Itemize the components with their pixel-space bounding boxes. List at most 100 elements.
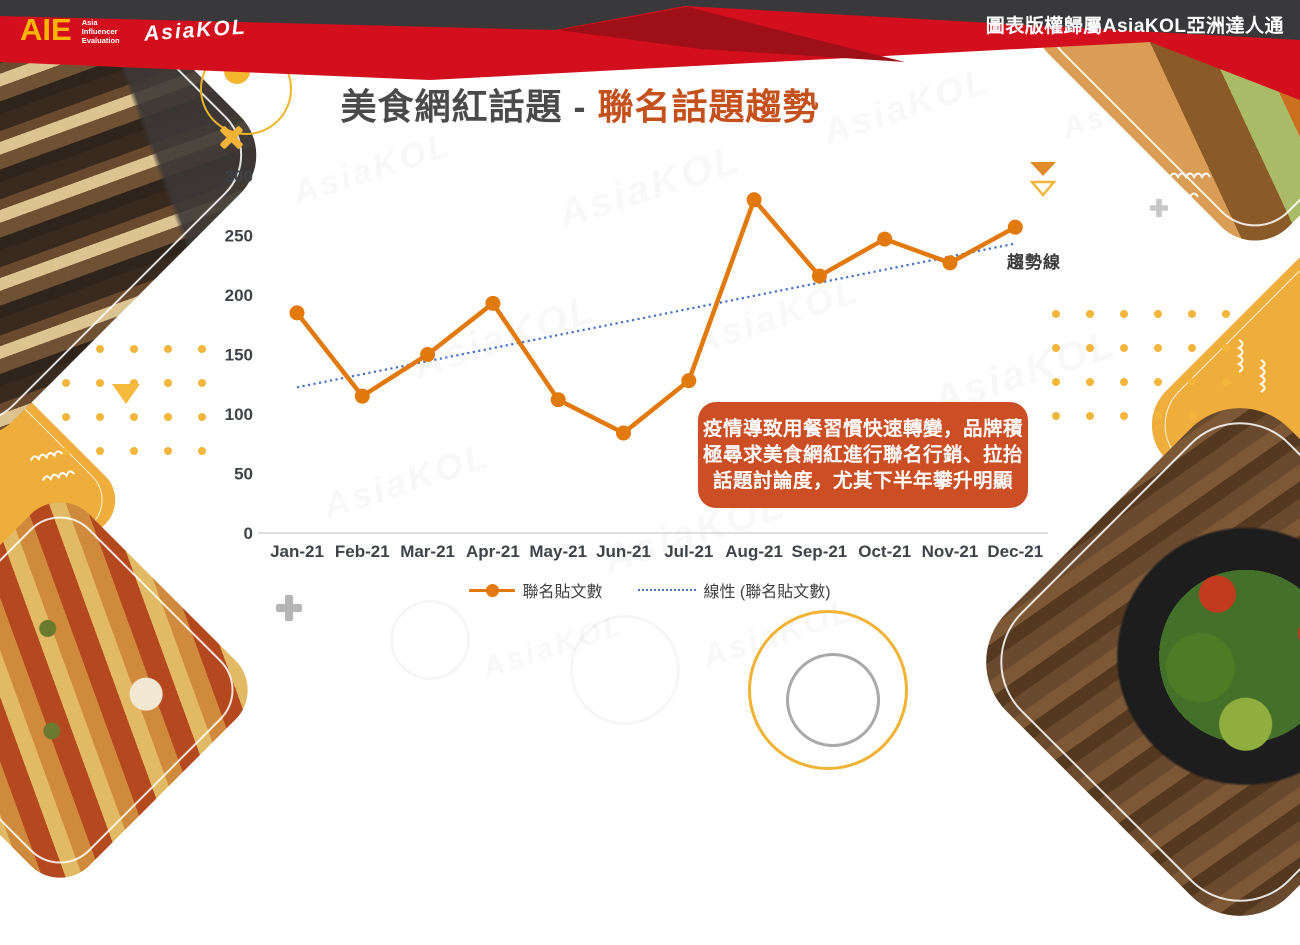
asiakol-watermark: AsiaKOL (687, 269, 865, 362)
yellow-dot (1222, 378, 1230, 386)
x-icon (218, 124, 245, 151)
yellow-dot (164, 345, 172, 353)
yellow-dot (1188, 378, 1196, 386)
zigzag-icon (1157, 192, 1199, 200)
yellow-dot (1188, 412, 1196, 420)
x-tick-label: Apr-21 (466, 542, 520, 561)
x-tick-label: Jan-21 (270, 542, 324, 561)
x-tick-label: Nov-21 (922, 542, 979, 561)
yellow-dot (62, 447, 70, 455)
asiakol-watermark: AsiaKOL (407, 286, 602, 388)
annotation-line: 話題討論度，尤其下半年攀升明顯 (712, 470, 1013, 492)
x-tick-label: May-21 (529, 542, 587, 561)
legend-item-series: 聯名貼文數 (469, 578, 602, 602)
yellow-dot (96, 379, 104, 387)
legend-label: 線性 (聯名貼文數) (703, 584, 831, 601)
zigzag-icon (1169, 172, 1211, 180)
yellow-dot (1120, 378, 1128, 386)
yellow-dot (198, 379, 206, 387)
yellow-dot (1188, 310, 1196, 318)
zigzag-icon (30, 450, 64, 462)
yellow-dot (1052, 310, 1060, 318)
trendline-label: 趨勢線 (1007, 253, 1061, 272)
annotation-line: 極尋求美食網紅進行聯名行銷、拉抬 (702, 444, 1023, 466)
plus-icon (276, 595, 302, 621)
x-tick-label: Feb-21 (335, 542, 390, 561)
y-tick-label: 0 (244, 524, 253, 543)
zigzag-icon (42, 470, 76, 482)
legend-label: 聯名貼文數 (522, 584, 603, 601)
asiakol-watermark: AsiaKOL (552, 136, 747, 238)
yellow-dot (96, 447, 104, 455)
photo-outline (0, 499, 251, 881)
legend-item-trendline: 線性 (聯名貼文數) (638, 578, 831, 602)
data-point-marker (877, 231, 893, 247)
data-point-marker (289, 305, 305, 321)
yellow-dot (198, 447, 206, 455)
data-point-marker (354, 388, 370, 404)
yellow-dot (1052, 344, 1060, 352)
pizza-photo (0, 484, 266, 896)
asiakol-watermark: AsiaKOL (288, 125, 457, 213)
yellow-dot (1154, 378, 1162, 386)
doodle-circle (570, 615, 680, 725)
triangle-down-icon (1029, 162, 1057, 197)
triangle-down-icon (112, 384, 140, 404)
yellow-dot (1222, 344, 1230, 352)
y-tick-label: 50 (234, 465, 253, 484)
y-tick-label: 100 (225, 405, 253, 424)
yellow-dot (1154, 412, 1162, 420)
zigzag-icon (1236, 339, 1244, 373)
asiakol-watermark: AsiaKOL (317, 434, 495, 527)
y-tick-label: 150 (225, 346, 253, 365)
yellow-dot (1154, 344, 1162, 352)
yellow-dot (96, 345, 104, 353)
plus-icon (1149, 198, 1169, 218)
yellow-dot (1086, 378, 1094, 386)
data-point-marker (616, 425, 631, 441)
data-point-marker (681, 373, 697, 389)
yellow-circle-icon (224, 58, 250, 84)
page-title-prefix: 美食網紅話題 - (340, 86, 598, 127)
data-point-marker (942, 255, 958, 271)
x-tick-label: Aug-21 (725, 542, 783, 561)
yellow-dot (198, 413, 206, 421)
legend-line-marker (469, 583, 516, 597)
yellow-dot (1086, 412, 1094, 420)
zigzag-icon (1258, 359, 1266, 393)
annotation-line: 疫情導致用餐習慣快速轉變，品牌積 (702, 418, 1023, 440)
data-point-marker (550, 392, 566, 408)
yellow-dot (1120, 412, 1128, 420)
yellow-dot (1086, 310, 1094, 318)
yellow-dot (1086, 344, 1094, 352)
yellow-dot (164, 413, 172, 421)
x-tick-label: Oct-21 (858, 542, 911, 561)
yellow-dot (164, 379, 172, 387)
yellow-dot (1222, 310, 1230, 318)
yellow-dot (130, 413, 138, 421)
x-tick-label: Mar-21 (400, 542, 455, 561)
yellow-dot (1052, 412, 1060, 420)
burger-photo (1014, 0, 1300, 261)
x-tick-label: Dec-21 (987, 542, 1043, 561)
legend-dotted-marker (638, 589, 697, 591)
chart-legend: 聯名貼文數 線性 (聯名貼文數) (0, 578, 1300, 602)
yellow-dot (1188, 344, 1196, 352)
yellow-dot (62, 379, 70, 387)
zigzag-icon (249, 334, 291, 342)
yellow-dot (198, 345, 206, 353)
yellow-dot (130, 379, 138, 387)
yellow-dot (1154, 310, 1162, 318)
circle-outline-icon (786, 653, 880, 747)
yellow-dot (1120, 310, 1128, 318)
page-title-highlight: 聯名話題趨勢 (597, 86, 820, 127)
doodle-circle (390, 600, 470, 680)
x-tick-label: Sep-21 (792, 542, 848, 561)
data-point-marker (1007, 219, 1023, 235)
yellow-dot (130, 345, 138, 353)
data-point-marker (746, 192, 762, 208)
yellow-dot (96, 413, 104, 421)
y-tick-label: 250 (225, 227, 253, 246)
series-line (294, 197, 1018, 436)
trendline (296, 242, 1016, 389)
